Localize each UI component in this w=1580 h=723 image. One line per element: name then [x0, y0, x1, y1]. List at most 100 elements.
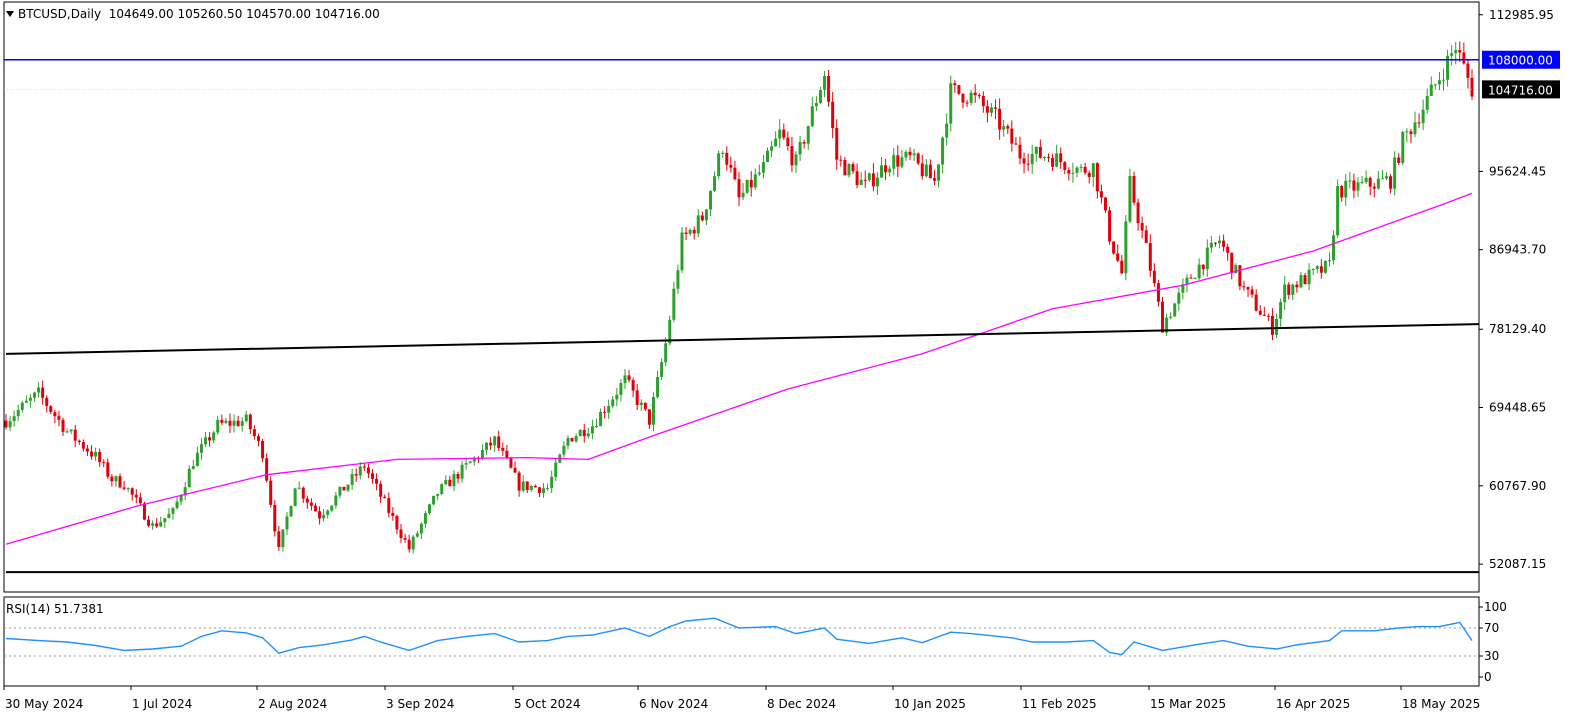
- candle[interactable]: [827, 69, 831, 107]
- candle[interactable]: [1169, 312, 1173, 320]
- candle[interactable]: [851, 161, 855, 175]
- candle[interactable]: [611, 395, 615, 409]
- candle[interactable]: [163, 518, 167, 528]
- candle[interactable]: [725, 146, 729, 171]
- candle[interactable]: [4, 413, 8, 430]
- candle[interactable]: [920, 154, 924, 180]
- candle[interactable]: [1352, 173, 1356, 199]
- candle[interactable]: [387, 492, 391, 518]
- candle[interactable]: [1441, 68, 1445, 91]
- candle[interactable]: [733, 160, 737, 181]
- candle[interactable]: [949, 75, 953, 132]
- candle[interactable]: [615, 387, 619, 407]
- candle[interactable]: [1002, 120, 1006, 137]
- candle[interactable]: [977, 93, 981, 100]
- candle[interactable]: [334, 491, 338, 509]
- candle[interactable]: [220, 414, 224, 426]
- candle[interactable]: [582, 423, 586, 443]
- candle[interactable]: [460, 460, 464, 483]
- candle[interactable]: [1340, 185, 1344, 202]
- candle[interactable]: [33, 391, 37, 402]
- candle[interactable]: [49, 404, 53, 415]
- candle[interactable]: [24, 395, 28, 404]
- candle[interactable]: [570, 437, 574, 442]
- candle[interactable]: [1356, 177, 1360, 198]
- candle[interactable]: [1246, 286, 1250, 297]
- candle[interactable]: [501, 442, 505, 456]
- candle[interactable]: [1417, 113, 1421, 128]
- candle[interactable]: [1291, 283, 1295, 301]
- candle[interactable]: [1197, 258, 1201, 280]
- candle[interactable]: [1144, 225, 1148, 244]
- candle[interactable]: [436, 493, 440, 501]
- candle[interactable]: [1409, 128, 1413, 144]
- candle[interactable]: [566, 435, 570, 450]
- candle[interactable]: [1099, 184, 1103, 204]
- candle[interactable]: [37, 382, 41, 398]
- candle[interactable]: [289, 505, 293, 517]
- candle[interactable]: [1104, 196, 1107, 213]
- candle[interactable]: [1344, 174, 1348, 206]
- candle[interactable]: [1140, 216, 1144, 239]
- candle[interactable]: [774, 131, 778, 147]
- collapse-triangle-icon[interactable]: [6, 11, 14, 17]
- candle[interactable]: [1059, 147, 1063, 169]
- candle[interactable]: [1051, 153, 1055, 172]
- candle[interactable]: [863, 170, 867, 188]
- candle[interactable]: [1038, 139, 1042, 159]
- candle[interactable]: [366, 463, 370, 479]
- candle[interactable]: [574, 433, 578, 443]
- candle[interactable]: [395, 514, 399, 535]
- candle[interactable]: [191, 459, 195, 470]
- candle[interactable]: [305, 495, 309, 509]
- candle[interactable]: [350, 468, 354, 490]
- candle[interactable]: [342, 486, 346, 491]
- candle[interactable]: [1250, 285, 1254, 298]
- candle[interactable]: [1014, 137, 1018, 145]
- candle[interactable]: [281, 529, 285, 552]
- candle[interactable]: [8, 415, 12, 432]
- candle[interactable]: [871, 163, 875, 192]
- candle[interactable]: [57, 410, 61, 427]
- price-plot[interactable]: [4, 41, 1480, 574]
- candle[interactable]: [73, 424, 77, 448]
- candle[interactable]: [904, 150, 908, 162]
- candle[interactable]: [1156, 280, 1160, 307]
- candle[interactable]: [639, 399, 643, 411]
- candle[interactable]: [656, 370, 660, 399]
- candle[interactable]: [932, 169, 936, 186]
- candle[interactable]: [676, 264, 680, 294]
- candle[interactable]: [823, 71, 827, 98]
- candle[interactable]: [766, 147, 770, 163]
- candle[interactable]: [236, 416, 240, 427]
- candle[interactable]: [1046, 153, 1050, 162]
- candle[interactable]: [1226, 243, 1230, 261]
- candle[interactable]: [411, 535, 415, 554]
- candle[interactable]: [529, 485, 533, 493]
- candle[interactable]: [1152, 263, 1156, 287]
- candle[interactable]: [1173, 302, 1177, 317]
- candle[interactable]: [134, 489, 138, 504]
- candle[interactable]: [1095, 162, 1099, 199]
- candle[interactable]: [1079, 163, 1083, 173]
- candle[interactable]: [432, 495, 436, 506]
- candle[interactable]: [244, 411, 248, 423]
- candle[interactable]: [513, 461, 517, 473]
- candle[interactable]: [590, 419, 594, 440]
- candle[interactable]: [45, 395, 49, 413]
- candle[interactable]: [77, 439, 81, 445]
- candle[interactable]: [285, 511, 289, 536]
- candle[interactable]: [1376, 171, 1380, 190]
- candle[interactable]: [122, 480, 126, 491]
- candle[interactable]: [261, 438, 265, 463]
- candle[interactable]: [277, 526, 281, 551]
- candle[interactable]: [1319, 259, 1323, 279]
- candle[interactable]: [407, 534, 411, 553]
- candle[interactable]: [1425, 88, 1429, 114]
- rsi-plot[interactable]: [4, 617, 1479, 657]
- candle[interactable]: [81, 439, 85, 452]
- candle[interactable]: [1275, 313, 1279, 338]
- candle[interactable]: [1389, 173, 1393, 194]
- candle[interactable]: [1446, 49, 1450, 87]
